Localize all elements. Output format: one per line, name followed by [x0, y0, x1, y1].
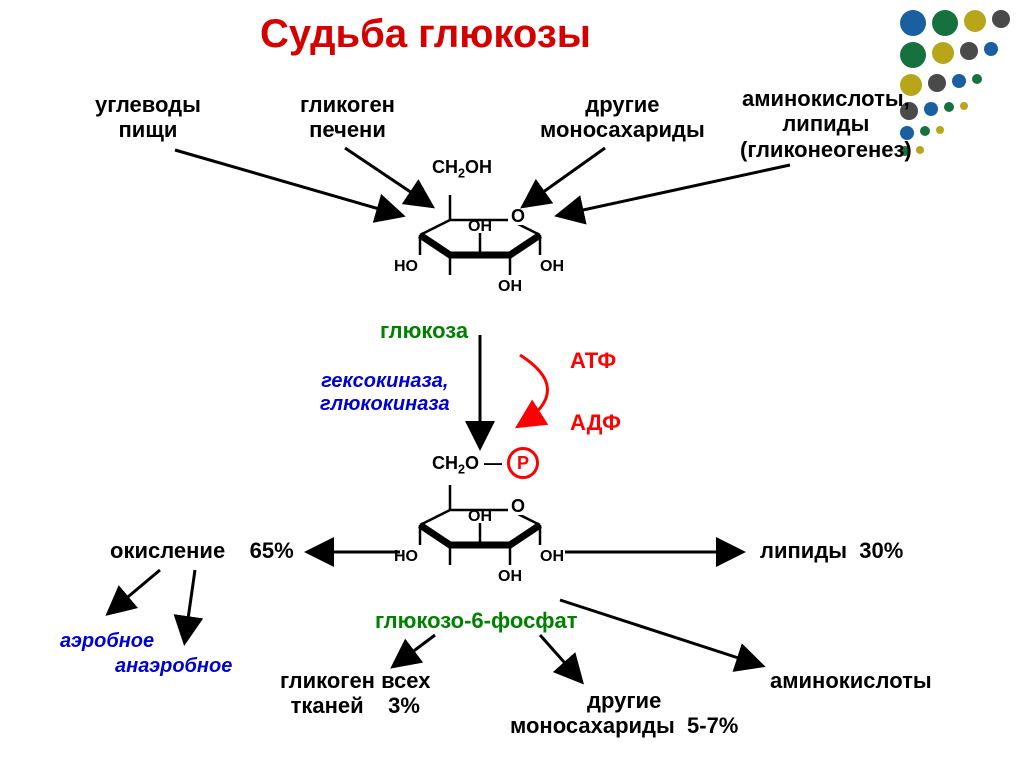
source-amino-label: аминокислоты,липиды(гликонеогенез): [740, 86, 912, 162]
product-oxidation-label: окисление 65%: [110, 538, 294, 563]
svg-text:OH: OH: [468, 218, 492, 235]
page-title: Судьба глюкозы: [260, 12, 591, 57]
g6p-label: глюкозо-6-фосфат: [375, 608, 578, 633]
glucose-label: глюкоза: [380, 318, 468, 343]
svg-text:HO: HO: [394, 548, 418, 565]
svg-text:OH: OH: [540, 258, 564, 275]
svg-text:OH: OH: [498, 568, 522, 585]
svg-text:OH: OH: [498, 278, 522, 295]
product-glycogen-label: гликоген всехтканей 3%: [280, 668, 430, 719]
product-anaerobic-label: анаэробное: [115, 655, 232, 678]
atp-label: АТФ: [570, 348, 616, 373]
product-aerobic-label: аэробное: [60, 630, 154, 653]
adp-label: АДФ: [570, 410, 621, 435]
svg-text:O: O: [511, 496, 525, 516]
source-carbs-label: углеводыпищи: [95, 92, 201, 143]
svg-text:O: O: [511, 206, 525, 226]
enzyme-label: гексокиназа,глюкокиназа: [320, 370, 450, 416]
g6p-structure: CH2O — POOHOHOHHO: [390, 465, 570, 615]
source-glycogen-label: гликогенпечени: [300, 92, 395, 143]
svg-text:OH: OH: [468, 508, 492, 525]
svg-text:OH: OH: [540, 548, 564, 565]
product-lipids-label: липиды 30%: [760, 538, 903, 563]
source-mono-label: другиемоносахариды: [540, 92, 705, 143]
product-othermono-label: другиемоносахариды 5-7%: [510, 688, 738, 739]
svg-text:HO: HO: [394, 258, 418, 275]
glucose-structure: CH2OHOOHOHOHHO: [390, 175, 570, 325]
product-amino-label: аминокислоты: [770, 668, 932, 693]
diagram-stage: Судьба глюкозы углеводыпищи гликогенпече…: [0, 0, 1024, 767]
